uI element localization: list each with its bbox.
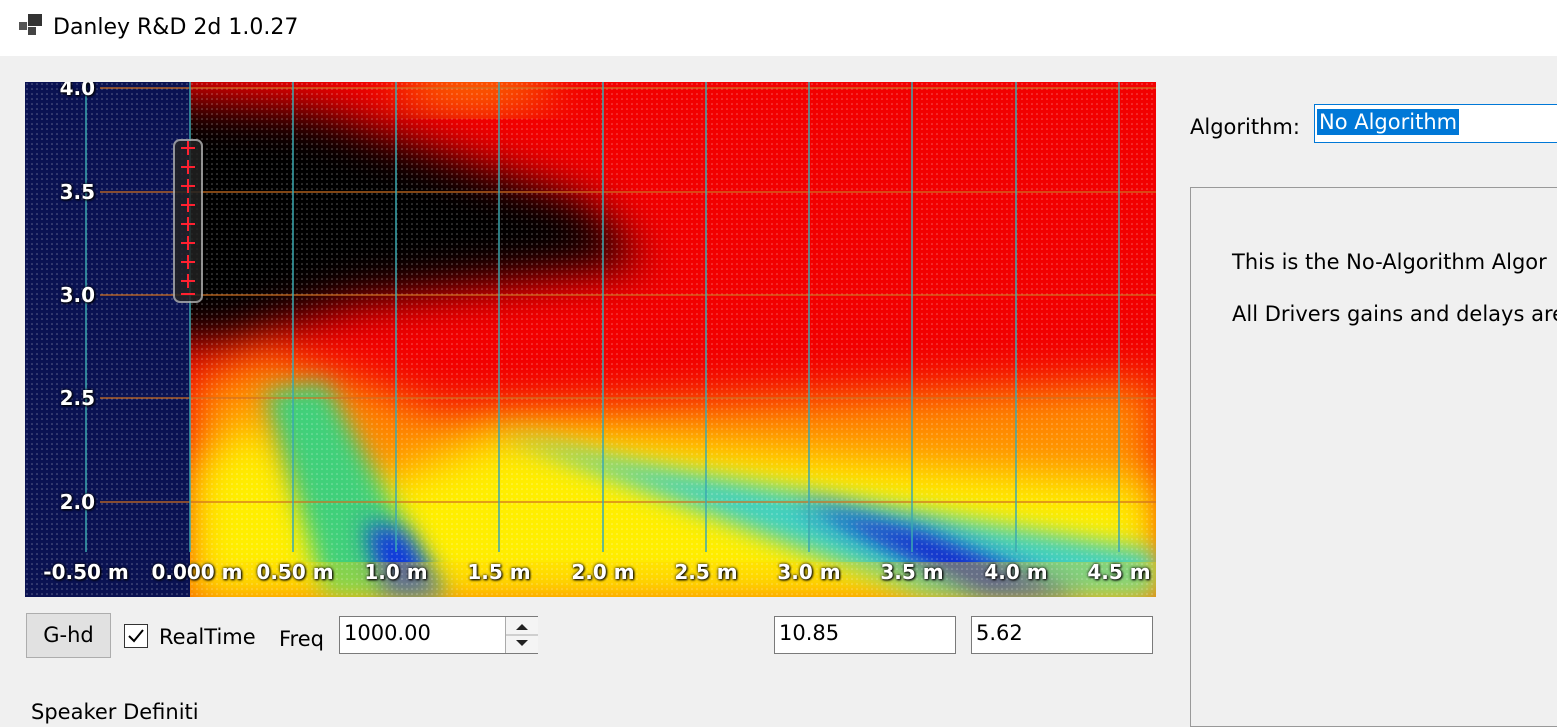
- speaker-array[interactable]: [173, 139, 203, 303]
- x-label: 3.0 m: [777, 560, 841, 584]
- x-label: 1.5 m: [467, 560, 531, 584]
- title-bar: Danley R&D 2d 1.0.27: [0, 0, 1557, 56]
- check-mark: [128, 629, 144, 643]
- y-label: 2.0: [59, 490, 95, 514]
- freq-spinner[interactable]: [505, 617, 538, 653]
- description-panel: This is the No-Algorithm Algor All Drive…: [1190, 187, 1557, 727]
- window-title: Danley R&D 2d 1.0.27: [53, 15, 299, 40]
- x-label: 0.50 m: [256, 560, 334, 584]
- freq-input[interactable]: 1000.00: [339, 616, 538, 654]
- selected-algorithm: No Algorithm: [1317, 109, 1460, 135]
- freq-label: Freq: [279, 627, 324, 651]
- algorithm-dropdown[interactable]: No Algorithm: [1314, 104, 1557, 143]
- y-label: 4.0: [59, 82, 95, 100]
- y-label: 3.0: [59, 283, 95, 307]
- heatmap-plot[interactable]: 4.0 3.5 3.0 2.5 2.0 -0.50 m 0.000 m 0.50…: [25, 82, 1156, 597]
- x-label: 3.5 m: [880, 560, 944, 584]
- x-label: 2.5 m: [674, 560, 738, 584]
- value-field[interactable]: 10.85: [774, 616, 956, 654]
- checkbox-label: RealTime: [159, 625, 256, 649]
- y-label: 3.5: [59, 180, 95, 204]
- g-hd-button[interactable]: G-hd: [26, 613, 111, 658]
- x-label: 4.5 m: [1087, 560, 1151, 584]
- x-label: -0.50 m: [43, 560, 129, 584]
- value-field[interactable]: 5.62: [971, 616, 1153, 654]
- x-label: 2.0 m: [571, 560, 635, 584]
- description-line: This is the No-Algorithm Algor: [1232, 250, 1547, 274]
- realtime-checkbox[interactable]: [124, 624, 148, 648]
- app-icon: [19, 14, 42, 35]
- x-label: 0.000 m: [151, 560, 243, 584]
- heatmap: [25, 82, 1156, 597]
- description-line: All Drivers gains and delays are: [1232, 302, 1557, 326]
- x-label: 4.0 m: [984, 560, 1048, 584]
- x-label: 1.0 m: [364, 560, 428, 584]
- y-label: 2.5: [59, 386, 95, 410]
- section-title: Speaker Definiti: [31, 700, 199, 724]
- spinner-arrows: [506, 624, 538, 646]
- algorithm-label: Algorithm:: [1190, 115, 1300, 139]
